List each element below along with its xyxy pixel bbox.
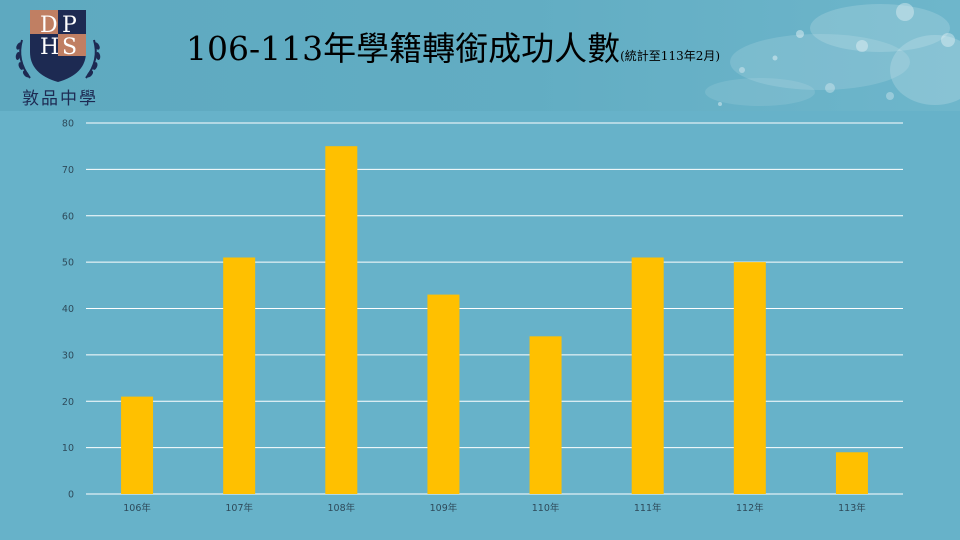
y-tick-label: 0 bbox=[68, 490, 74, 501]
y-tick-label: 70 bbox=[62, 165, 74, 176]
page-title: 106-113年學籍轉銜成功人數(統計至113年2月) bbox=[186, 22, 720, 70]
school-crest-icon: D P H S bbox=[15, 10, 101, 82]
x-tick-label: 112年 bbox=[736, 502, 764, 514]
x-tick-label: 106年 bbox=[123, 502, 151, 514]
bar bbox=[427, 294, 460, 494]
y-tick-label: 30 bbox=[62, 350, 74, 361]
x-tick-label: 110年 bbox=[532, 502, 560, 514]
y-tick-label: 20 bbox=[62, 397, 74, 408]
svg-text:P: P bbox=[62, 13, 77, 38]
y-tick-label: 60 bbox=[62, 211, 74, 222]
bar bbox=[121, 396, 154, 494]
school-name: 敦品中學 bbox=[22, 89, 98, 109]
svg-text:S: S bbox=[62, 35, 77, 60]
x-tick-label: 109年 bbox=[430, 502, 458, 514]
x-tick-label: 108年 bbox=[327, 502, 355, 514]
title-sub: (統計至113年2月) bbox=[620, 49, 721, 63]
bar bbox=[529, 336, 562, 494]
x-tick-label: 113年 bbox=[838, 502, 866, 514]
bar bbox=[733, 262, 766, 494]
bar bbox=[631, 257, 664, 494]
x-tick-label: 107年 bbox=[225, 502, 253, 514]
svg-text:H: H bbox=[40, 35, 59, 60]
y-tick-label: 50 bbox=[62, 258, 74, 269]
y-tick-label: 80 bbox=[62, 119, 74, 130]
header-banner: D P H S 敦品中學 106-113年學籍轉銜成功人數(統計至113年2月) bbox=[0, 0, 960, 111]
bar-chart: 0 10 20 30 40 50 60 70 80 106年 107年 108年 109年 110年 111… bbox=[62, 119, 903, 514]
bar bbox=[223, 257, 256, 494]
svg-text:D: D bbox=[40, 13, 58, 38]
paint-splash-decoration bbox=[705, 3, 960, 106]
bar bbox=[325, 146, 358, 494]
y-tick-label: 40 bbox=[62, 304, 74, 315]
title-main: 106-113年學籍轉銜成功人數 bbox=[186, 29, 621, 68]
bar bbox=[835, 452, 868, 494]
x-tick-label: 111年 bbox=[634, 502, 662, 514]
y-tick-label: 10 bbox=[62, 443, 74, 454]
